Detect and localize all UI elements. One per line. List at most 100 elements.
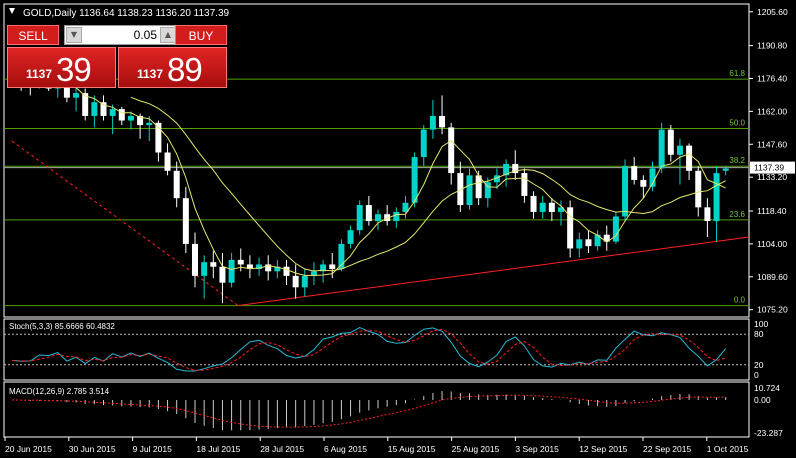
candle-body [182,198,189,244]
stoch-axis-label: 0 [754,370,759,380]
lot-size-field[interactable]: ▼ ▲ [64,25,178,45]
candle-body [585,239,592,247]
fib-label-23.6: 23.6 [729,210,745,219]
candle-body [429,115,436,130]
candle-body [658,129,665,169]
date-tick-label: 28 Jul 2015 [260,444,304,454]
candle-body [622,166,629,217]
candle-body [686,145,693,171]
macd-panel-border [3,381,750,438]
candle-body [548,202,555,212]
fibonacci-levels: 61.8 50.0 38.2 23.6 0.0 [4,69,749,307]
price-tick-label: 1104.00 [757,239,787,249]
macd-signal-line [11,394,726,428]
price-tick-label: 1075.20 [757,305,788,315]
candle-body [274,266,281,272]
macd-axis-label: 10.724 [754,383,780,393]
candle-body [603,234,610,242]
candle-body [338,243,345,270]
candle-body [292,275,299,288]
chart-header: GOLD,Daily 1136.64 1138.23 1136.20 1137.… [23,8,230,19]
stoch-main-line [11,327,727,372]
candle-body [265,264,272,272]
date-tick-label: 6 Aug 2015 [324,444,367,454]
price-tick-label: 1190.80 [757,41,787,51]
macd-axis-label: 0.00 [754,395,771,405]
candle-body [567,207,574,249]
candle-body [649,168,656,187]
candle-body [448,127,455,174]
chart-frame [3,3,750,438]
fib-label-61.8: 61.8 [729,69,745,78]
candle-body [457,173,464,206]
date-tick-label: 15 Aug 2015 [388,444,436,454]
price-tick-label: 1176.40 [757,73,787,83]
candle-body [164,152,171,171]
candle-body [521,173,528,196]
candle-body [667,129,674,155]
stoch-label: Stoch(5,3,3) 85.6666 60.4832 [9,322,115,331]
candle-body [631,166,638,180]
price-tick-label: 1205.60 [757,7,788,17]
candle-body [558,207,564,212]
date-tick-label: 22 Sep 2015 [643,444,691,454]
candle-body [704,207,711,222]
fib-label-0.0: 0.0 [734,296,746,305]
chart-menu-arrow-icon[interactable] [9,8,15,14]
sell-button[interactable]: SELL [7,25,59,45]
date-tick-label: 25 Aug 2015 [452,444,500,454]
candle-body [420,129,427,158]
candle-body [256,264,263,270]
candle-body [530,195,537,212]
candle-body [612,216,619,242]
candle-body [246,264,253,270]
candle-body [539,202,546,212]
buy-price-pips: 89 [167,51,203,88]
date-tick-label: 3 Sep 2015 [515,444,559,454]
candle-body [512,163,519,174]
candle-body [137,115,144,126]
fib-label-38.2: 38.2 [729,156,745,165]
candle-body [320,264,327,272]
candle-body [439,115,446,128]
sell-price-prefix: 1137 [26,67,53,81]
candle-body [301,275,308,288]
price-tick-label: 1162.00 [757,106,787,116]
moving-averages [48,81,726,276]
lot-decrease-icon[interactable]: ▼ [66,27,82,43]
date-axis: 20 Jun 2015 30 Jun 2015 9 Jul 2015 18 Jul 2… [4,437,749,454]
candle-body [173,170,180,199]
buy-button[interactable]: BUY [175,25,227,45]
ma-slow-line [130,96,726,272]
candle-body [503,163,510,176]
sell-price-pips: 39 [56,51,92,88]
price-tick-label: 1133.20 [757,172,787,182]
date-tick-label: 18 Jul 2015 [196,444,240,454]
candle-body [127,115,134,121]
candle-body [695,170,702,208]
macd-label: MACD(12,26,9) 2.785 3.514 [9,387,110,396]
sell-price[interactable]: 1137 39 [7,47,116,88]
candle-body [722,168,729,171]
main-panel-border [3,3,750,318]
candle-body [219,266,226,283]
buy-price[interactable]: 1137 89 [118,47,227,88]
up-trend-line [237,236,750,307]
candle-body [640,179,647,187]
lot-increase-icon[interactable]: ▲ [160,27,176,43]
candle-body [402,202,409,212]
date-tick-label: 1 Oct 2015 [707,444,749,454]
candle-body [329,264,336,270]
lot-size-input[interactable] [83,26,157,44]
candle-body [493,175,500,183]
ma-fast-line [48,81,726,276]
trend-lines [11,140,750,307]
one-click-trading-panel: SELL ▼ ▲ BUY 1137 39 1137 89 [7,25,227,88]
macd-axis-label: -23.287 [754,428,783,438]
stoch-axis-label: 80 [754,329,764,339]
candle-body [100,102,107,116]
candle-body [192,243,198,276]
candle-body [484,182,491,199]
